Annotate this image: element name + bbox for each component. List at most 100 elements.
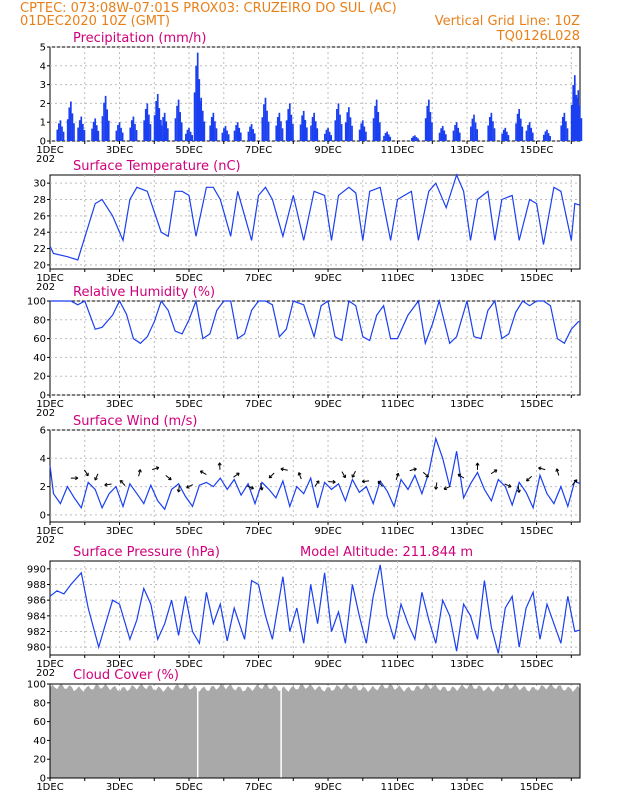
precip-bar bbox=[250, 124, 253, 141]
wind-arrow bbox=[268, 472, 275, 479]
wind-arrow-head bbox=[475, 462, 480, 466]
wind-arrow bbox=[395, 473, 399, 481]
wind-arrow-head bbox=[555, 468, 560, 472]
precip-bar bbox=[351, 125, 353, 141]
wind-arrow bbox=[178, 485, 180, 493]
wind-arrow bbox=[246, 485, 254, 489]
wind-arrow-head bbox=[316, 480, 320, 484]
precip-bar bbox=[426, 105, 429, 141]
x-year-label-truncated: 202 bbox=[36, 154, 55, 165]
wind-arrow-head bbox=[342, 474, 347, 479]
wind-arrow-head bbox=[425, 473, 429, 478]
precip-bar bbox=[438, 132, 441, 141]
wind-arrow-head bbox=[186, 484, 190, 489]
precip-bar bbox=[348, 107, 350, 141]
precip-bar bbox=[78, 120, 81, 141]
precip-bar bbox=[71, 113, 74, 141]
wind-arrow-head bbox=[493, 469, 498, 473]
x-tick-label: 5DEC bbox=[175, 526, 202, 537]
x-tick-label: 13DEC bbox=[450, 659, 484, 670]
plot-frame bbox=[49, 300, 581, 396]
x-tick-label: 7DEC bbox=[245, 782, 272, 793]
precip-bar bbox=[198, 104, 201, 141]
precip-bar bbox=[501, 133, 504, 141]
precip-bar bbox=[195, 65, 197, 141]
precip-bar bbox=[162, 117, 164, 141]
precip-bar bbox=[59, 120, 62, 141]
wind-arrow-head bbox=[443, 486, 447, 491]
plot-frame bbox=[49, 429, 581, 523]
precip-bar bbox=[360, 123, 363, 141]
x-tick-label: 3DEC bbox=[106, 399, 133, 410]
panel-title: Precipitation (mm/h) bbox=[73, 31, 206, 46]
panel-title: Surface Wind (m/s) bbox=[73, 414, 197, 429]
x-tick-label: 7DEC bbox=[245, 145, 272, 156]
precip-bar bbox=[417, 138, 419, 141]
x-tick-label: 1DEC bbox=[36, 526, 63, 537]
header-line2: 01DEC2020 10Z (GMT) bbox=[20, 14, 170, 29]
wind-arrow bbox=[233, 472, 240, 478]
precip-bar bbox=[549, 135, 551, 141]
wind-arrow bbox=[351, 470, 356, 478]
precip-bar bbox=[410, 137, 413, 141]
x-tick-label: 15DEC bbox=[520, 526, 554, 537]
precip-bar bbox=[200, 97, 203, 141]
precip-bar bbox=[327, 127, 329, 141]
precip-bar bbox=[118, 122, 121, 141]
y-tick-label: 2 bbox=[40, 482, 46, 493]
wind-arrow bbox=[571, 479, 578, 486]
wind-arrow-head bbox=[155, 466, 160, 471]
x-tick-label: 11DEC bbox=[381, 145, 415, 156]
precip-bar bbox=[117, 125, 119, 141]
x-tick-label: 15DEC bbox=[520, 782, 554, 793]
y-tick-label: 982 bbox=[27, 627, 46, 638]
x-tick-label: 3DEC bbox=[106, 145, 133, 156]
precip-bar bbox=[80, 116, 83, 141]
precip-bar bbox=[275, 125, 278, 141]
wind-arrow-head bbox=[516, 489, 521, 493]
precip-bar bbox=[493, 128, 496, 141]
wind-arrow-head bbox=[377, 480, 382, 485]
x-tick-label: 3DEC bbox=[106, 526, 133, 537]
precip-bar bbox=[191, 135, 193, 141]
y-tick-label: 100 bbox=[27, 297, 46, 308]
precip-bar bbox=[573, 75, 576, 141]
precip-bar bbox=[280, 121, 282, 141]
x-tick-label: 1DEC bbox=[36, 273, 63, 284]
precip-bar bbox=[518, 109, 521, 141]
precip-bar bbox=[528, 122, 531, 141]
wind-arrow bbox=[435, 482, 438, 490]
precip-bar bbox=[129, 127, 132, 141]
precip-bar bbox=[115, 130, 118, 141]
y-tick-label: 40 bbox=[33, 353, 46, 364]
precip-bar bbox=[276, 117, 279, 141]
precip-bar bbox=[455, 122, 458, 141]
x-year-label-truncated: 202 bbox=[36, 282, 55, 293]
precip-bar bbox=[361, 120, 364, 141]
precip-bar bbox=[158, 108, 161, 141]
precip-bar bbox=[374, 105, 376, 141]
y-tick-label: 60 bbox=[33, 334, 46, 345]
header-grid-note: Vertical Grid Line: 10Z bbox=[435, 14, 580, 29]
precip-bar bbox=[226, 130, 228, 141]
precip-bar bbox=[121, 132, 124, 141]
precip-bar bbox=[104, 95, 107, 141]
precip-bar bbox=[253, 133, 256, 141]
precip-bar bbox=[56, 129, 59, 141]
precip-bar bbox=[238, 127, 241, 141]
precip-bar bbox=[363, 126, 366, 141]
wind-arrow bbox=[517, 485, 520, 493]
precip-bar bbox=[68, 107, 71, 141]
precip-bar bbox=[344, 122, 347, 141]
precip-bar bbox=[516, 113, 519, 141]
precip-bar bbox=[61, 126, 63, 141]
precip-bar bbox=[81, 123, 84, 141]
wind-arrow-head bbox=[94, 477, 98, 481]
y-tick-label: 4 bbox=[40, 454, 46, 465]
cloud-area bbox=[50, 684, 580, 778]
y-tick-label: 0 bbox=[40, 137, 46, 148]
precip-bar bbox=[95, 125, 98, 141]
precip-bar bbox=[97, 130, 100, 141]
precip-bar bbox=[383, 135, 385, 141]
precip-bar bbox=[473, 114, 475, 141]
